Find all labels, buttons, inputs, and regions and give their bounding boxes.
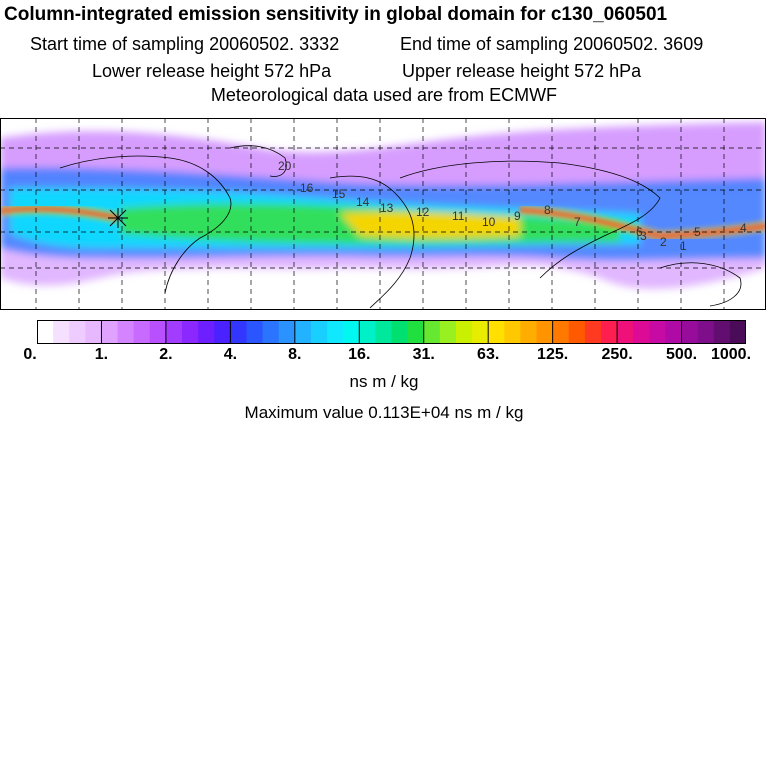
release-point-marker: [108, 208, 128, 228]
colorbar-swatch: [53, 320, 70, 344]
trajectory-day-label: 2: [660, 235, 667, 249]
colorbar-swatch: [310, 320, 328, 344]
colorbar-swatch: [343, 320, 360, 344]
colorbar-swatch: [600, 320, 618, 344]
colorbar-swatch: [85, 320, 102, 344]
colorbar-swatch: [665, 320, 683, 344]
trajectory-day-label: 16: [300, 181, 314, 195]
upper-release-height-label: Upper release height 572 hPa: [402, 61, 642, 81]
colorbar-swatch: [520, 320, 538, 344]
colorbar-swatch: [584, 320, 602, 344]
colorbar-tick-label: 0.: [23, 346, 37, 363]
trajectory-day-label: 3: [640, 229, 647, 243]
colorbar-swatch: [262, 320, 280, 344]
end-time-label: End time of sampling 20060502. 3609: [400, 34, 704, 54]
trajectory-day-label: 20: [278, 159, 292, 173]
colorbar-swatch: [198, 320, 215, 344]
colorbar-swatch: [101, 320, 119, 344]
colorbar-swatch: [359, 320, 376, 344]
colorbar-swatch: [697, 320, 715, 344]
field-faint-north: [0, 122, 766, 188]
trajectory-day-label: 10: [482, 215, 496, 229]
met-data-label: Meteorological data used are from ECMWF: [210, 85, 558, 105]
map-title: Column-integrated emission sensitivity i…: [4, 4, 668, 25]
colorbar-tick-label: 125.: [537, 346, 569, 363]
trajectory-day-label: 7: [574, 215, 581, 229]
colorbar-swatch: [536, 320, 554, 344]
colorbar-swatch: [617, 320, 634, 344]
colorbar-tick-label: 63.: [477, 346, 500, 363]
trajectory-day-label: 6: [636, 225, 643, 239]
colorbar-swatch: [149, 320, 167, 344]
colorbar-swatch: [69, 320, 86, 344]
colorbar-swatch: [504, 320, 521, 344]
colorbar-swatch: [230, 320, 247, 344]
field-yellow: [340, 211, 520, 239]
colorbar-swatch: [391, 320, 409, 344]
colorbar-tick-label: 2.: [159, 346, 173, 363]
maximum-value-label: Maximum value 0.113E+04 ns m / kg: [244, 403, 524, 422]
trajectory-day-label: 15: [332, 187, 346, 201]
colorbar-swatch: [713, 320, 731, 344]
start-time-label: Start time of sampling 20060502. 3332: [30, 34, 340, 54]
colorbar-swatch: [214, 320, 231, 344]
trajectory-day-label: 8: [544, 203, 551, 217]
colorbar-swatch: [375, 320, 392, 344]
colorbar: [37, 320, 746, 344]
colorbar-swatch: [439, 320, 457, 344]
colorbar-frame: [37, 320, 746, 344]
trajectory-day-label: 4: [740, 221, 747, 235]
emission-sensitivity-map: 212016151413121110987654321: [0, 118, 766, 310]
colorbar-swatch: [165, 320, 183, 344]
map-frame: [0, 118, 766, 310]
colorbar-tick-label: 31.: [412, 346, 435, 363]
colorbar-swatch: [423, 320, 441, 344]
trajectory-day-label: 14: [356, 195, 370, 209]
colorbar-swatch: [552, 320, 570, 344]
colorbar-tick-label: 1000.: [710, 346, 752, 363]
colorbar-tick-label: 4.: [223, 346, 238, 363]
colorbar-swatch: [681, 320, 699, 344]
colorbar-swatch: [133, 320, 151, 344]
colorbar-swatch: [649, 320, 666, 344]
trajectory-day-label: 12: [416, 205, 430, 219]
colorbar-swatch: [294, 320, 312, 344]
colorbar-tick-label: 250.: [601, 346, 633, 363]
lower-release-height-label: Lower release height 572 hPa: [92, 61, 332, 81]
trajectory-day-label: 5: [694, 225, 701, 239]
colorbar-swatch: [488, 320, 505, 344]
trajectory-day-label: 9: [514, 209, 521, 223]
trajectory-day-label: 13: [380, 201, 394, 215]
colorbar-swatch: [472, 320, 489, 344]
colorbar-swatch: [246, 320, 264, 344]
coastlines: [59, 145, 742, 309]
colorbar-units: ns m / kg: [349, 372, 419, 391]
colorbar-tick-label: 16.: [348, 346, 371, 363]
colorbar-swatch: [117, 320, 135, 344]
colorbar-swatch: [568, 320, 586, 344]
colorbar-swatch: [327, 320, 344, 344]
plume-edge: [0, 202, 766, 243]
trajectory-day-label: 11: [452, 209, 465, 223]
trajectory-day-label: 1: [680, 239, 687, 253]
lat-lon-grid: [0, 147, 766, 269]
colorbar-swatch: [407, 320, 425, 344]
colorbar-swatch: [182, 320, 199, 344]
colorbar-tick-label: 500.: [665, 346, 698, 363]
colorbar-tick-label: 1.: [94, 346, 109, 363]
colorbar-swatch: [278, 320, 296, 344]
colorbar-tick-label: 8.: [288, 346, 302, 363]
colorbar-swatch: [633, 320, 650, 344]
colorbar-swatch: [455, 320, 473, 344]
colorbar-swatch: [729, 320, 746, 344]
colorbar-swatch: [37, 320, 54, 344]
